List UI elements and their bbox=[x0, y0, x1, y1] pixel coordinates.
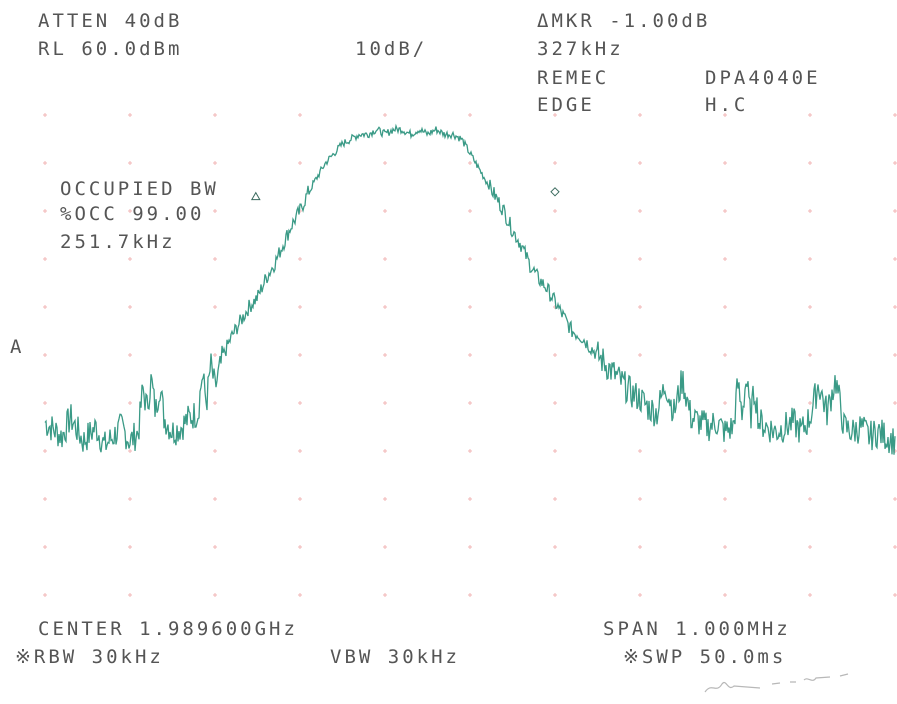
occupied-bw-value: 251.7kHz bbox=[60, 231, 176, 253]
sweep-label: ※SWP 50.0ms bbox=[623, 646, 787, 668]
mode-label: H.C bbox=[705, 94, 749, 116]
trace-layer bbox=[44, 123, 896, 455]
center-freq-label: CENTER 1.989600GHz bbox=[38, 618, 298, 640]
spectrum-trace-line bbox=[44, 123, 896, 455]
marker-layer bbox=[250, 187, 560, 201]
span-label: SPAN 1.000MHz bbox=[603, 618, 791, 640]
company-label: REMEC bbox=[537, 67, 610, 89]
rbw-label: ※RBW 30kHz bbox=[15, 646, 164, 668]
ref-level-label: RL 60.0dBm bbox=[38, 38, 183, 60]
signature-scribble bbox=[704, 673, 849, 693]
occupied-bw-title: OCCUPIED BW bbox=[60, 178, 219, 200]
vbw-label: VBW 30kHz bbox=[330, 646, 460, 668]
atten-label: ATTEN 40dB bbox=[38, 10, 183, 32]
scale-label: 10dB/ bbox=[355, 38, 428, 60]
test-label: EDGE bbox=[537, 94, 595, 116]
delta-marker-label: ΔMKR -1.00dB bbox=[537, 10, 711, 32]
marker-diamond bbox=[550, 187, 560, 197]
trace-label: A bbox=[10, 336, 25, 358]
model-label: DPA4040E bbox=[705, 67, 821, 89]
marker-freq-label: 327kHz bbox=[537, 38, 624, 60]
marker-triangle bbox=[250, 191, 261, 201]
occupied-percent: %OCC 99.00 bbox=[60, 203, 205, 225]
grid-layer bbox=[43, 113, 897, 597]
